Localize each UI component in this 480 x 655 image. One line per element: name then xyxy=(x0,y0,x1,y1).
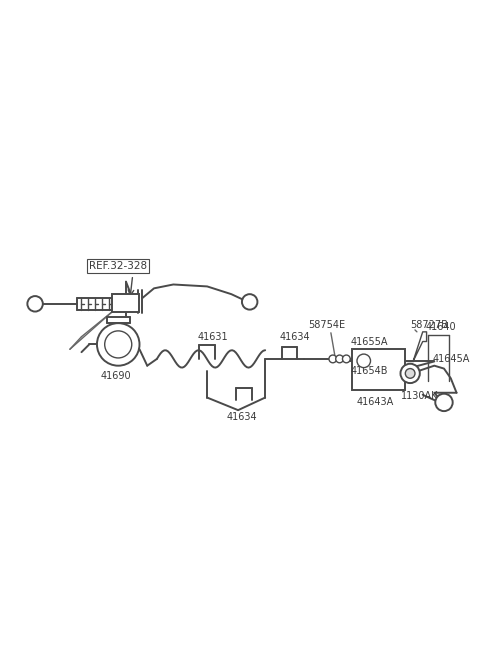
Circle shape xyxy=(27,296,43,312)
Circle shape xyxy=(329,355,336,363)
Text: 41640: 41640 xyxy=(426,322,456,332)
Text: 1130AK: 1130AK xyxy=(400,391,438,401)
Circle shape xyxy=(343,355,350,363)
Text: 41655A: 41655A xyxy=(350,337,388,347)
Text: 41631: 41631 xyxy=(197,333,228,343)
Bar xyxy=(352,349,405,390)
Text: 41634: 41634 xyxy=(280,333,310,343)
Text: 41634: 41634 xyxy=(227,412,257,422)
Circle shape xyxy=(336,355,344,363)
Circle shape xyxy=(400,364,420,383)
Circle shape xyxy=(405,369,415,378)
Text: 41645A: 41645A xyxy=(432,354,470,364)
Circle shape xyxy=(105,331,132,358)
Text: 58754E: 58754E xyxy=(309,320,346,330)
Text: REF.32-328: REF.32-328 xyxy=(89,261,147,271)
Text: 41690: 41690 xyxy=(101,371,132,381)
Text: 58727B: 58727B xyxy=(410,320,448,330)
Text: 41643A: 41643A xyxy=(357,397,394,407)
Circle shape xyxy=(97,323,140,365)
Text: 41654B: 41654B xyxy=(350,365,388,376)
Bar xyxy=(112,294,140,312)
Circle shape xyxy=(435,394,453,411)
Circle shape xyxy=(242,294,257,310)
Circle shape xyxy=(357,354,371,367)
